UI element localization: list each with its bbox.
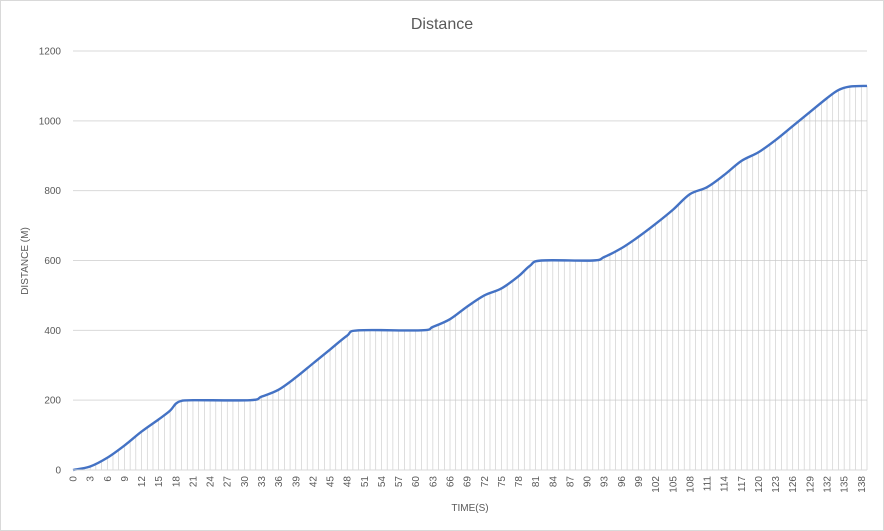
x-tick-label: 96 <box>617 476 628 488</box>
x-tick-label: 60 <box>411 476 422 488</box>
x-tick-label: 24 <box>206 476 217 488</box>
x-tick-label: 66 <box>446 476 457 488</box>
x-tick-label: 39 <box>291 476 302 488</box>
x-tick-label: 132 <box>823 476 834 493</box>
x-tick-label: 48 <box>343 476 354 488</box>
x-tick-label: 3 <box>86 476 97 482</box>
x-tick-label: 54 <box>377 476 388 488</box>
x-axis-label: TIME(S) <box>451 503 488 514</box>
x-tick-label: 15 <box>154 476 165 488</box>
x-tick-label: 57 <box>394 476 405 488</box>
x-tick-label: 120 <box>754 476 765 493</box>
x-tick-label: 84 <box>548 476 559 488</box>
x-tick-label: 117 <box>737 476 748 492</box>
x-tick-label: 9 <box>120 476 131 482</box>
x-tick-label: 18 <box>171 476 182 488</box>
x-tick-label: 42 <box>308 476 319 488</box>
x-tick-label: 90 <box>583 476 594 488</box>
x-tick-label: 63 <box>428 476 439 488</box>
x-tick-label: 102 <box>651 476 662 493</box>
x-tick-label: 33 <box>257 476 268 488</box>
distance-series-line <box>72 84 868 472</box>
x-tick-label: 6 <box>103 476 114 482</box>
y-tick-label: 1200 <box>39 47 62 58</box>
x-tick-label: 129 <box>805 476 816 493</box>
chart-title: Distance <box>411 16 473 33</box>
x-tick-label: 51 <box>360 476 371 488</box>
x-tick-label: 69 <box>463 476 474 488</box>
x-tick-label: 114 <box>720 476 731 492</box>
drop-lines <box>78 85 868 470</box>
x-tick-label: 135 <box>840 476 851 493</box>
y-axis-ticks: 0 200 400 600 800 1000 1200 <box>39 47 62 477</box>
x-tick-label: 27 <box>223 476 234 488</box>
x-tick-label: 123 <box>771 476 782 493</box>
x-tick-label: 105 <box>668 476 679 493</box>
x-axis-ticks: 0 3 6 9 12 15 18 21 24 27 30 33 36 39 42 45 48 51 54 57 60 63… <box>69 469 868 493</box>
x-tick-label: 0 <box>69 476 80 482</box>
x-tick-label: 30 <box>240 476 251 488</box>
y-tick-label: 800 <box>44 186 61 197</box>
x-tick-label: 21 <box>188 476 199 488</box>
x-tick-label: 12 <box>137 476 148 488</box>
x-tick-label: 99 <box>634 476 645 488</box>
gridlines <box>73 50 867 471</box>
x-tick-label: 111 <box>703 476 714 492</box>
y-tick-label: 200 <box>44 396 61 407</box>
y-tick-label: 600 <box>44 256 61 267</box>
y-tick-label: 0 <box>55 466 61 477</box>
series-line-layer <box>72 84 868 472</box>
x-tick-label: 93 <box>600 476 611 488</box>
y-axis-label: DISTANCE (M) <box>20 227 31 295</box>
x-tick-label: 72 <box>480 476 491 488</box>
x-tick-label: 45 <box>326 476 337 488</box>
y-tick-label: 1000 <box>39 116 62 127</box>
x-tick-label: 126 <box>788 476 799 493</box>
y-tick-label: 400 <box>44 326 61 337</box>
x-tick-label: 108 <box>685 476 696 493</box>
x-tick-label: 87 <box>565 476 576 488</box>
x-tick-label: 81 <box>531 476 542 488</box>
x-tick-label: 138 <box>857 476 868 493</box>
x-tick-label: 75 <box>497 476 508 488</box>
x-tick-label: 36 <box>274 476 285 488</box>
x-tick-label: 78 <box>514 476 525 488</box>
